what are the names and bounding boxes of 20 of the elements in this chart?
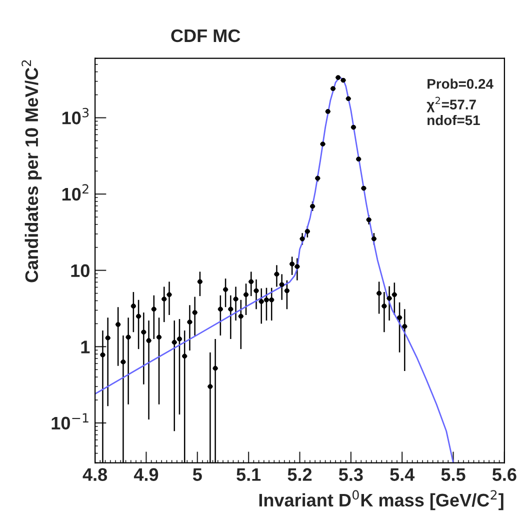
x-axis-title: Invariant D$^{0}$K mass [GeV/C$^{2}$]	[259, 490, 504, 510]
x-tick-label: 5	[192, 468, 202, 481]
annotation: χ$^{2}$=57.7	[426, 96, 476, 112]
chart-title: CDF MC	[171, 29, 240, 42]
annotation: ndof=51	[428, 114, 480, 126]
x-tick-label: 5.1	[236, 468, 261, 481]
x-tick-label: 5.5	[441, 468, 466, 481]
y-tick-label: 1	[81, 340, 90, 354]
annotation: Prob=0.24	[428, 78, 494, 89]
y-tick-label: 10	[71, 264, 90, 278]
x-tick-label: 4.9	[134, 468, 158, 481]
y-axis-title: Candidates per 10 MeV/C$^{2}$	[22, 60, 42, 282]
x-tick-label: 5.3	[338, 468, 363, 481]
x-tick-label: 5.4	[390, 468, 415, 481]
y-tick-label: 10$^{2}$	[62, 184, 88, 201]
y-tick-label: 10$^{3}$	[62, 108, 89, 124]
y-tick-label: 10$^{−1}$	[52, 413, 88, 430]
x-tick-label: 5.6	[492, 468, 516, 481]
x-tick-label: 5.2	[288, 468, 312, 481]
x-tick-label: 4.8	[82, 468, 108, 481]
